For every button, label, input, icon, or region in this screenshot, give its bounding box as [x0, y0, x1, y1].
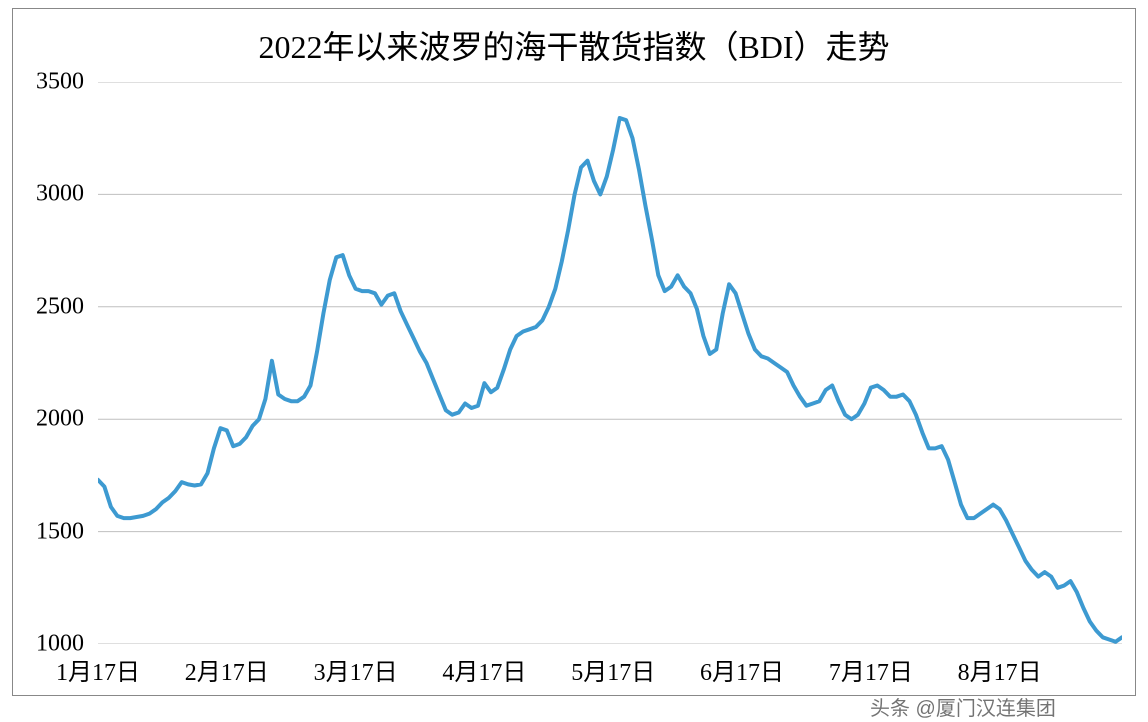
y-tick-label: 3500	[0, 69, 84, 96]
y-tick-label: 1500	[0, 518, 84, 545]
chart-svg	[98, 82, 1122, 644]
bdi-line	[98, 118, 1122, 642]
x-tick-label: 2月17日	[185, 652, 269, 687]
x-tick-label: 1月17日	[56, 652, 140, 687]
y-tick-label: 2500	[0, 293, 84, 320]
x-tick-label: 7月17日	[829, 652, 913, 687]
y-tick-label: 2000	[0, 406, 84, 433]
x-tick-label: 6月17日	[700, 652, 784, 687]
x-tick-label: 3月17日	[314, 652, 398, 687]
chart-title: 2022年以来波罗的海干散货指数（BDI）走势	[12, 22, 1136, 68]
x-tick-label: 5月17日	[571, 652, 655, 687]
x-tick-label: 8月17日	[958, 652, 1042, 687]
watermark: 头条 @厦门汉连集团	[870, 692, 1056, 721]
plot-area	[98, 82, 1122, 644]
x-tick-label: 4月17日	[442, 652, 526, 687]
y-tick-label: 3000	[0, 181, 84, 208]
